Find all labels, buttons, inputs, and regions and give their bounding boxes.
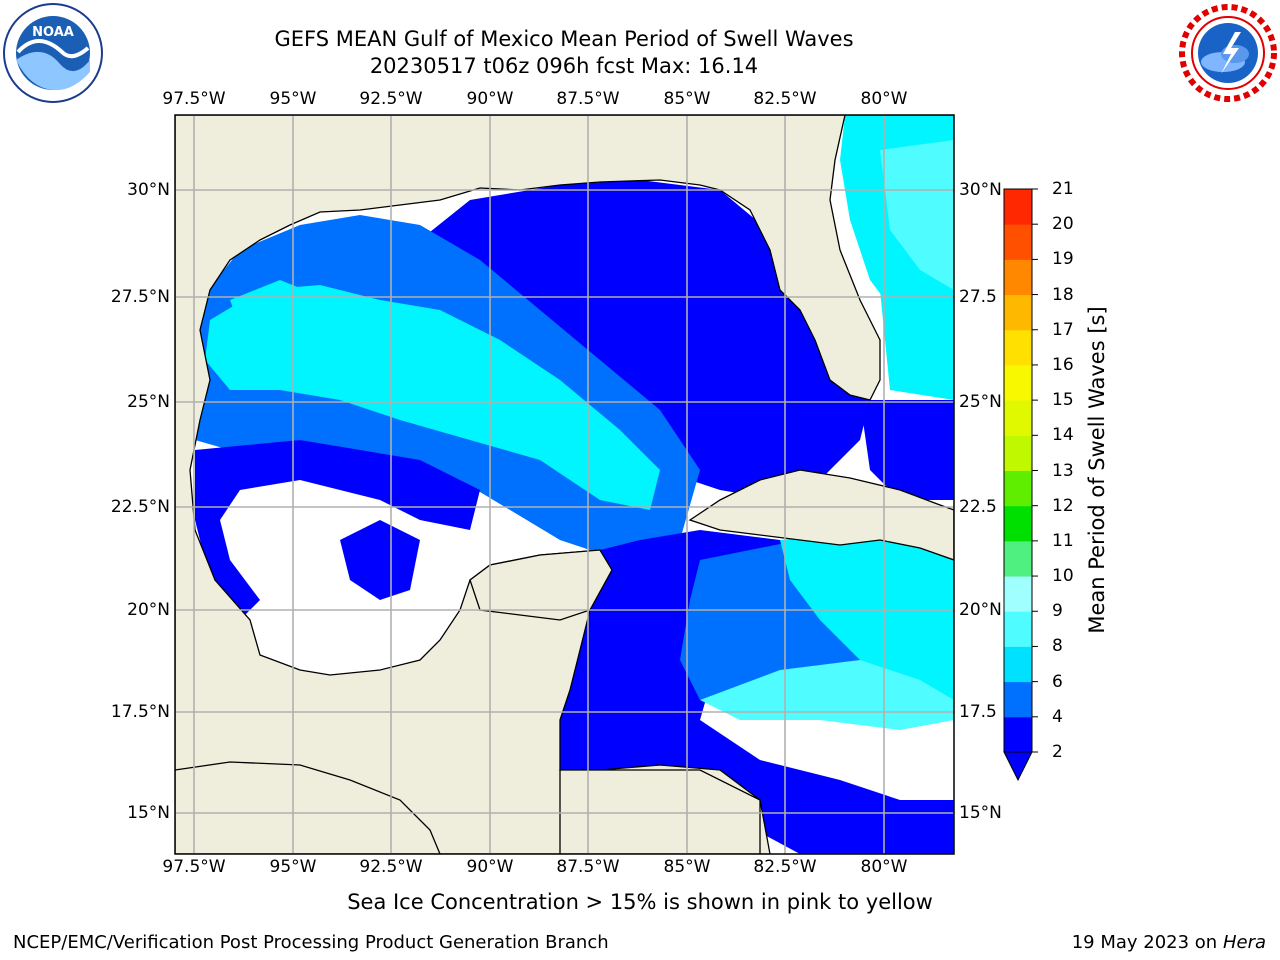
- colorbar-extend: [1003, 751, 1033, 782]
- lon-label-top: 97.5°W: [162, 89, 226, 109]
- colorbar-tick-label: 14: [1052, 425, 1074, 446]
- colorbar-tick-label: 10: [1052, 566, 1074, 587]
- colorbar-tick-label: 6: [1052, 671, 1063, 692]
- colorbar-tick-label: 4: [1052, 706, 1063, 727]
- lon-label-bottom: 85°W: [663, 857, 711, 877]
- credit-text: NCEP/EMC/Verification Post Processing Pr…: [13, 932, 609, 953]
- colorbar-cell: [1004, 576, 1032, 612]
- colorbar-tick-label: 9: [1052, 601, 1063, 622]
- colorbar-cell: [1004, 716, 1032, 753]
- lon-label-top: 85°W: [663, 89, 711, 109]
- colorbar-tick-label: 16: [1052, 354, 1074, 375]
- lon-label-bottom: 97.5°W: [162, 857, 226, 877]
- sea-ice-note: Sea Ice Concentration > 15% is shown in …: [347, 890, 933, 914]
- colorbar-tick-label: 11: [1052, 530, 1074, 551]
- graticule: [175, 115, 954, 854]
- lat-label-right: 17.5: [959, 702, 997, 722]
- lon-label-bottom: 90°W: [466, 857, 514, 877]
- colorbar-cell: [1004, 681, 1032, 718]
- colorbar-tick-label: 15: [1052, 390, 1074, 411]
- lat-label-left: 27.5°N: [110, 287, 170, 307]
- lat-label-left: 22.5°N: [110, 497, 170, 517]
- colorbar-cell: [1004, 435, 1032, 471]
- colorbar-tick-label: 20: [1052, 214, 1074, 235]
- lat-label-left: 20°N: [127, 600, 170, 620]
- colorbar-cell: [1004, 470, 1032, 507]
- lon-label-top: 95°W: [269, 89, 317, 109]
- colorbar-cell: [1004, 646, 1032, 683]
- lon-label-top: 80°W: [860, 89, 908, 109]
- nws-logo: [1179, 4, 1277, 102]
- lon-label-top: 87.5°W: [556, 89, 620, 109]
- lat-label-left: 15°N: [127, 803, 170, 823]
- colorbar-tick-label: 19: [1052, 249, 1074, 270]
- colorbar-tick-label: 2: [1052, 742, 1063, 762]
- lon-label-bottom: 80°W: [860, 857, 908, 877]
- lat-label-left: 30°N: [127, 180, 170, 200]
- lon-label-bottom: 87.5°W: [556, 857, 620, 877]
- lat-label-right: 27.5: [959, 287, 997, 307]
- colorbar-tick-label: 13: [1052, 460, 1074, 481]
- lat-label-right: 30°N: [959, 180, 1002, 200]
- lat-label-left: 17.5°N: [110, 702, 170, 722]
- colorbar: [1003, 188, 1038, 782]
- colorbar-tick-label: 12: [1052, 495, 1074, 516]
- lat-label-right: 22.5: [959, 497, 997, 517]
- colorbar-cell: [1004, 364, 1032, 401]
- machine-name: Hera: [1222, 932, 1266, 953]
- chart-subtitle: 20230517 t06z 096h fcst Max: 16.14: [369, 54, 759, 78]
- lon-label-bottom: 95°W: [269, 857, 317, 877]
- lat-label-right: 20°N: [959, 600, 1002, 620]
- lat-label-right: 15°N: [959, 803, 1002, 823]
- lat-label-right: 25°N: [959, 392, 1002, 412]
- lat-label-left: 25°N: [127, 392, 170, 412]
- land: [175, 115, 954, 854]
- lon-label-bottom: 82.5°W: [753, 857, 817, 877]
- colorbar-cell: [1004, 259, 1032, 296]
- colorbar-cell: [1004, 611, 1032, 647]
- colorbar-cell: [1004, 505, 1032, 542]
- lon-label-top: 92.5°W: [359, 89, 423, 109]
- run-date-text: 19 May 2023 on: [1071, 932, 1218, 953]
- colorbar-title: Mean Period of Swell Waves [s]: [1085, 306, 1109, 634]
- colorbar-cell: [1004, 294, 1032, 331]
- lon-label-bottom: 92.5°W: [359, 857, 423, 877]
- colorbar-tick-label: 17: [1052, 319, 1074, 340]
- colorbar-cell: [1004, 224, 1032, 260]
- colorbar-cell: [1004, 189, 1032, 225]
- colorbar-tick-label: 8: [1052, 636, 1063, 657]
- colorbar-tick-label: 18: [1052, 284, 1074, 305]
- colorbar-cell: [1004, 540, 1032, 577]
- noaa-logo: NOAA: [3, 3, 103, 103]
- lon-label-top: 90°W: [466, 89, 514, 109]
- chart-title: GEFS MEAN Gulf of Mexico Mean Period of …: [274, 27, 854, 51]
- lon-label-top: 82.5°W: [753, 89, 817, 109]
- colorbar-cell: [1004, 400, 1032, 436]
- colorbar-tick-label: 21: [1052, 179, 1074, 199]
- svg-text:NOAA: NOAA: [32, 25, 74, 40]
- run-date: 19 May 2023 on Hera: [1072, 932, 1266, 953]
- colorbar-cell: [1004, 329, 1032, 366]
